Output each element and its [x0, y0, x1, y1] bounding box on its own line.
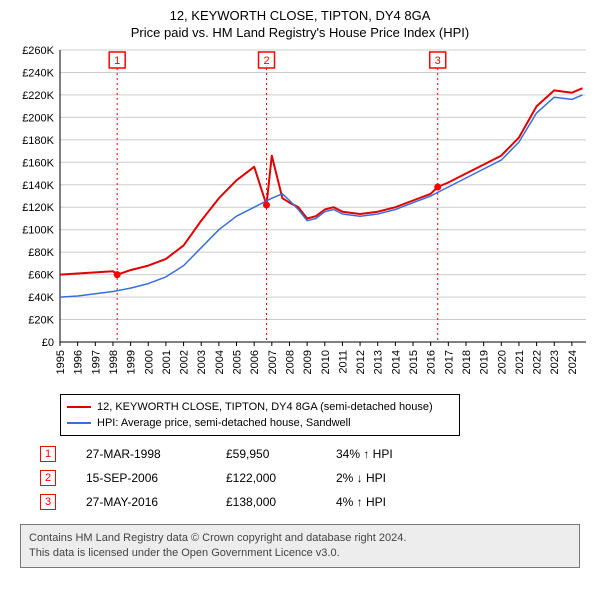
- event-row-date: 15-SEP-2006: [86, 471, 206, 485]
- x-tick-label: 1998: [108, 350, 120, 374]
- y-tick-label: £180K: [22, 135, 54, 147]
- y-tick-label: £140K: [22, 180, 54, 192]
- chart: £0 £20K £40K £60K £80K £100K £120K £140K £160K £1…: [10, 46, 590, 386]
- x-tick-label: 2018: [461, 350, 473, 374]
- events-table: 127-MAR-1998£59,95034% ↑ HPI215-SEP-2006…: [40, 442, 590, 514]
- y-tick-label: £200K: [22, 112, 54, 124]
- x-tick-label: 1995: [55, 350, 67, 374]
- x-tick-label: 2013: [373, 350, 385, 374]
- x-tick-label: 2001: [161, 350, 173, 374]
- legend-label: 12, KEYWORTH CLOSE, TIPTON, DY4 8GA (sem…: [97, 399, 433, 415]
- y-tick-label: £240K: [22, 67, 54, 79]
- event-row-delta: 4% ↑ HPI: [336, 495, 436, 509]
- y-tick-label: £100K: [22, 225, 54, 237]
- series-price_paid: [60, 88, 583, 275]
- y-tick-label: £60K: [28, 270, 54, 282]
- footer-line2: This data is licensed under the Open Gov…: [29, 546, 571, 561]
- event-row-date: 27-MAY-2016: [86, 495, 206, 509]
- x-tick-label: 2007: [267, 350, 279, 374]
- event-row-price: £59,950: [226, 447, 316, 461]
- x-tick-label: 1997: [90, 350, 102, 374]
- legend-label: HPI: Average price, semi-detached house,…: [97, 415, 351, 431]
- event-marker-dot: [114, 271, 121, 278]
- legend: 12, KEYWORTH CLOSE, TIPTON, DY4 8GA (sem…: [60, 394, 460, 436]
- x-tick-label: 2015: [408, 350, 420, 374]
- x-tick-label: 1996: [73, 350, 85, 374]
- footer-line1: Contains HM Land Registry data © Crown c…: [29, 531, 571, 546]
- y-tick-label: £260K: [22, 46, 54, 57]
- x-tick-label: 2012: [355, 350, 367, 374]
- event-row: 1 27-MAR-1998 £59,950 34% ↑ HPI: [40, 442, 590, 466]
- title-line2: Price paid vs. HM Land Registry's House …: [10, 25, 590, 40]
- x-tick-label: 2021: [514, 350, 526, 374]
- x-tick-label: 2024: [567, 350, 579, 374]
- event-row: 2 15-SEP-2006 £122,000 2% ↓ HPI: [40, 466, 590, 490]
- chart-title-block: 12, KEYWORTH CLOSE, TIPTON, DY4 8GA Pric…: [10, 8, 590, 40]
- x-tick-label: 2016: [426, 350, 438, 374]
- y-tick-label: £0: [42, 337, 54, 349]
- y-tick-label: £120K: [22, 202, 54, 214]
- chart-svg: £0 £20K £40K £60K £80K £100K £120K £140K £160K £1…: [10, 46, 590, 386]
- event-row: 3 27-MAY-2016 £138,000 4% ↑ HPI: [40, 490, 590, 514]
- x-tick-label: 2022: [532, 350, 544, 374]
- event-marker-number: 1: [114, 55, 120, 67]
- legend-swatch: [67, 406, 91, 408]
- event-row-marker: 2: [40, 470, 56, 486]
- event-row-delta: 34% ↑ HPI: [336, 447, 436, 461]
- x-tick-label: 2011: [337, 350, 349, 374]
- x-tick-label: 2006: [249, 350, 261, 374]
- event-row-price: £122,000: [226, 471, 316, 485]
- event-marker-number: 2: [263, 55, 269, 67]
- footer-box: Contains HM Land Registry data © Crown c…: [20, 524, 580, 568]
- x-tick-label: 2014: [390, 350, 402, 374]
- page-root: 12, KEYWORTH CLOSE, TIPTON, DY4 8GA Pric…: [0, 0, 600, 578]
- legend-row: 12, KEYWORTH CLOSE, TIPTON, DY4 8GA (sem…: [67, 399, 453, 415]
- x-tick-label: 2020: [496, 350, 508, 374]
- x-tick-label: 2000: [143, 350, 155, 374]
- y-tick-label: £20K: [28, 315, 54, 327]
- event-row-date: 27-MAR-1998: [86, 447, 206, 461]
- x-tick-label: 1999: [126, 350, 138, 374]
- event-marker-dot: [263, 201, 270, 208]
- event-row-delta: 2% ↓ HPI: [336, 471, 436, 485]
- event-marker-dot: [434, 184, 441, 191]
- y-tick-label: £40K: [28, 292, 54, 304]
- x-tick-label: 2005: [232, 350, 244, 374]
- legend-swatch: [67, 422, 91, 424]
- series-hpi: [60, 95, 583, 297]
- x-tick-label: 2004: [214, 350, 226, 374]
- event-marker-number: 3: [435, 55, 441, 67]
- event-row-marker: 1: [40, 446, 56, 462]
- x-tick-label: 2003: [196, 350, 208, 374]
- y-tick-label: £80K: [28, 247, 54, 259]
- title-line1: 12, KEYWORTH CLOSE, TIPTON, DY4 8GA: [10, 8, 590, 23]
- y-tick-label: £220K: [22, 90, 54, 102]
- x-tick-label: 2017: [443, 350, 455, 374]
- event-row-marker: 3: [40, 494, 56, 510]
- x-tick-label: 2008: [284, 350, 296, 374]
- x-tick-label: 2019: [479, 350, 491, 374]
- x-tick-label: 2002: [179, 350, 191, 374]
- event-row-price: £138,000: [226, 495, 316, 509]
- legend-row: HPI: Average price, semi-detached house,…: [67, 415, 453, 431]
- x-tick-label: 2023: [549, 350, 561, 374]
- y-tick-label: £160K: [22, 157, 54, 169]
- x-tick-label: 2009: [302, 350, 314, 374]
- x-tick-label: 2010: [320, 350, 332, 374]
